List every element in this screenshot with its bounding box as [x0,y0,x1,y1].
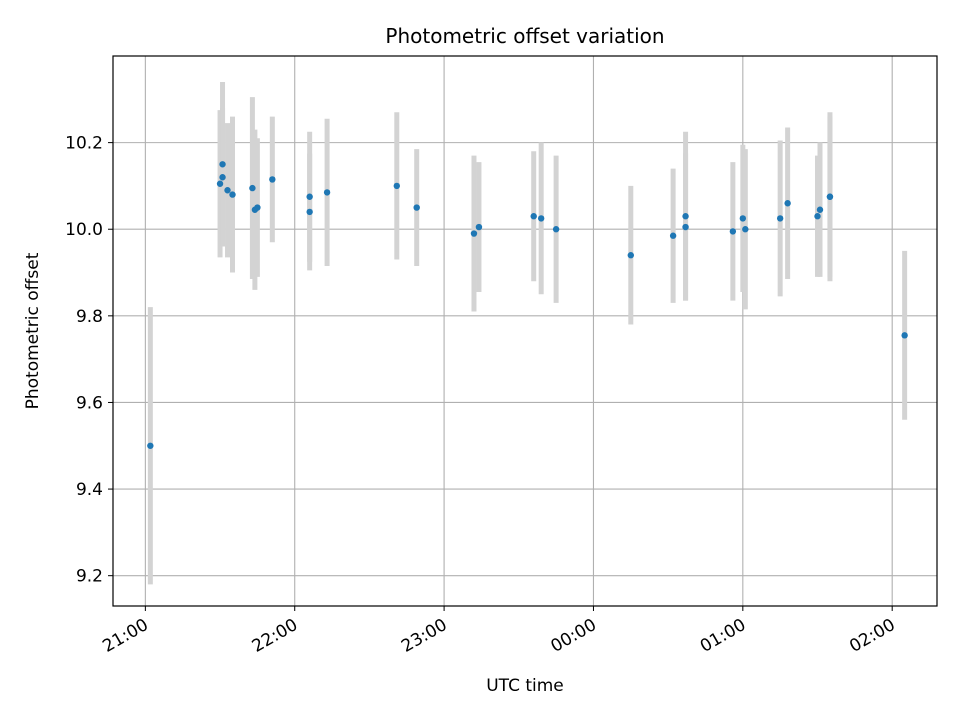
x-axis-ticks: 21:00 22:00 23:00 00:00 01:00 02:00 [99,606,899,657]
y-tick-label: 9.4 [76,480,103,500]
data-point [901,332,908,339]
y-tick-label: 10.0 [65,220,103,240]
x-tick-label: 22:00 [249,615,301,657]
data-point [627,252,635,259]
data-point [393,182,400,190]
data-point [682,213,689,220]
data-point [729,228,737,235]
data-point [249,184,256,192]
data-point [219,161,226,168]
data-point [814,213,821,220]
chart-title: Photometric offset variation [385,24,664,48]
data-point [475,223,483,231]
y-tick-label: 10.2 [65,134,103,154]
data-point [776,215,784,222]
data-point [669,232,677,239]
data-point [306,208,313,216]
data-point [147,442,154,449]
y-tick-label: 9.6 [76,393,103,413]
data-point [552,226,560,233]
y-axis-label: Photometric offset [23,252,43,409]
data-point [219,174,226,181]
x-tick-label: 21:00 [99,615,151,657]
data-point [306,193,313,200]
x-axis-label: UTC time [486,676,564,696]
grid-layer [113,56,937,606]
data-point [530,213,537,220]
data-point [739,215,747,222]
data-point [323,189,331,196]
x-tick-label: 23:00 [398,615,450,657]
x-tick-label: 01:00 [697,615,749,657]
y-axis-ticks: 9.2 9.4 9.6 9.8 10.0 10.2 [65,134,113,587]
data-point [537,215,545,222]
data-point [229,191,236,198]
data-point [742,226,749,233]
data-point [682,223,689,231]
data-point [470,230,478,237]
data-point [816,206,824,213]
errorbar-layer [147,81,908,585]
data-point [269,176,276,183]
point-layer [147,161,908,449]
plot-frame [112,55,938,607]
x-tick-label: 00:00 [548,615,600,657]
data-point [784,200,791,207]
data-point [216,180,224,187]
data-point [254,204,261,211]
data-point [826,193,834,200]
data-point [413,204,420,211]
data-point [224,187,231,194]
x-tick-label: 02:00 [846,615,898,657]
y-tick-label: 9.8 [76,307,103,327]
y-tick-label: 9.2 [76,567,103,587]
